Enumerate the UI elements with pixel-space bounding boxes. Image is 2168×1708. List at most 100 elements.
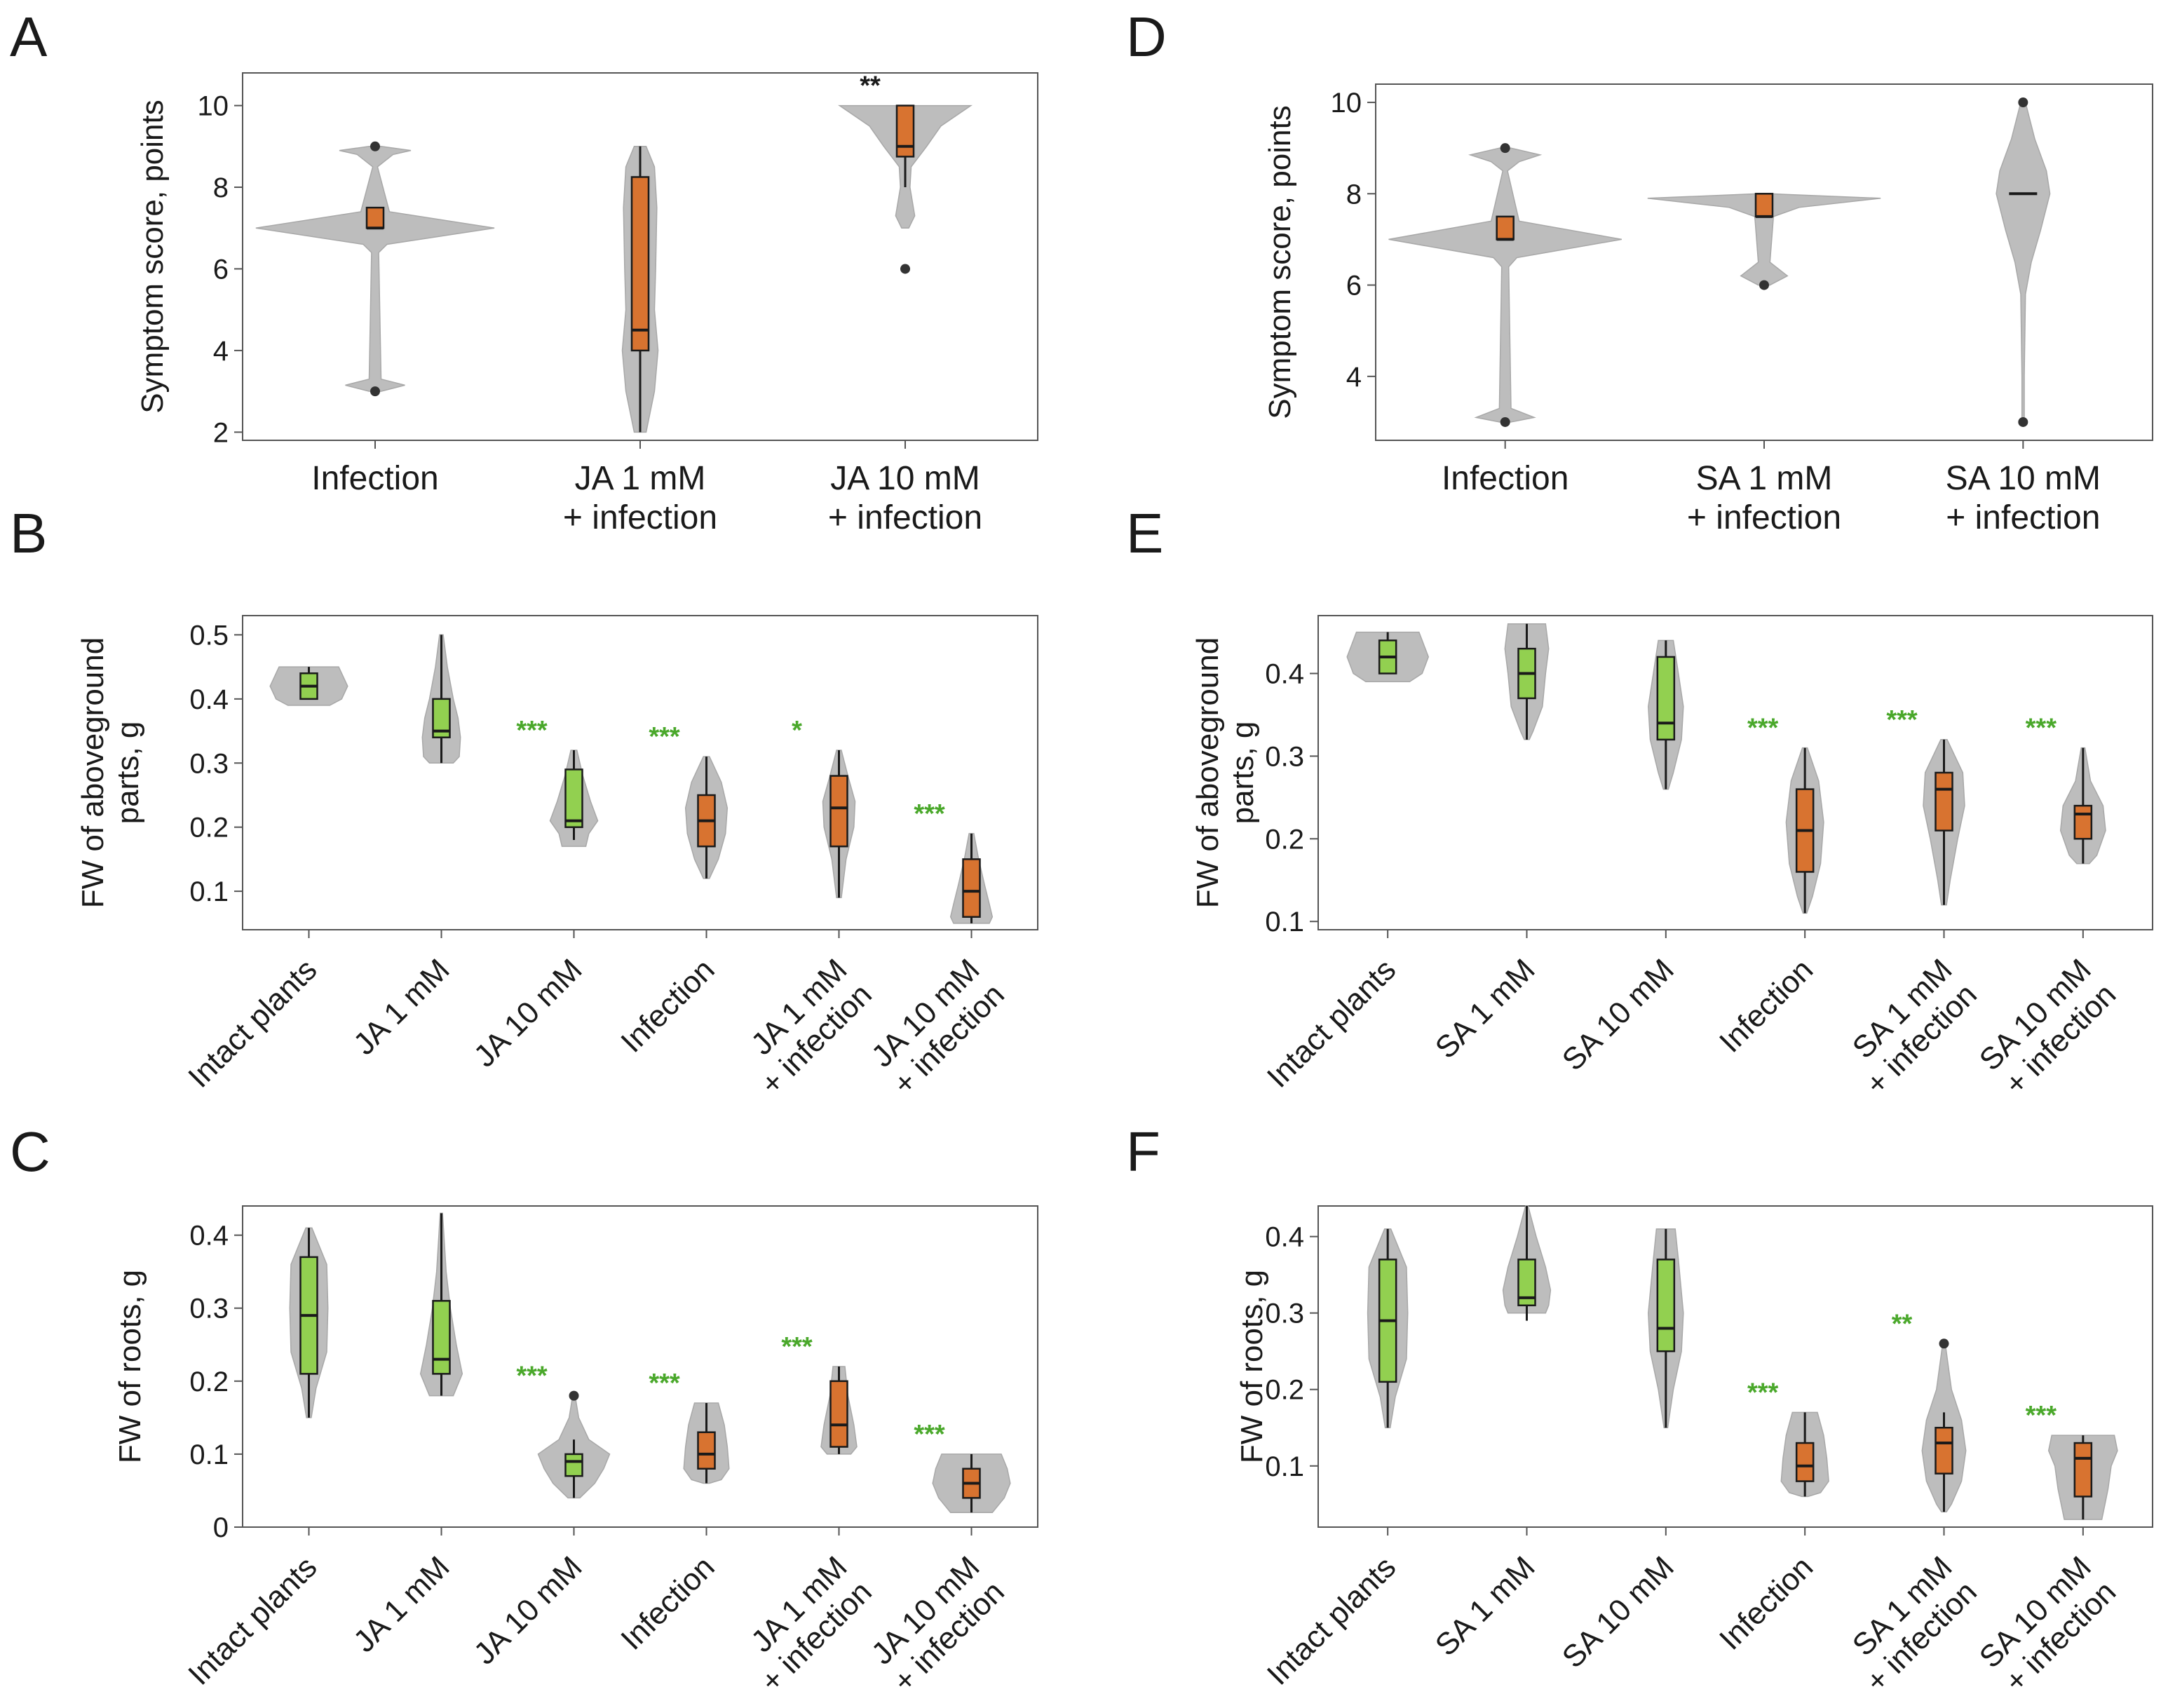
- y-tick-label: 0.1: [1265, 1451, 1304, 1482]
- significance-marker: ***: [649, 722, 680, 752]
- y-tick-label: 0.3: [189, 748, 229, 779]
- category-4: **SA 1 mM+ infection: [1846, 1309, 1984, 1699]
- y-axis-title: FW of roots, g: [113, 1270, 147, 1463]
- violin-shape: [255, 146, 495, 392]
- outlier-point: [900, 264, 910, 274]
- category-1: SA 1 mM: [1429, 623, 1550, 1065]
- y-axis-title: parts, g: [1226, 721, 1260, 825]
- y-axis-title: Symptom score, points: [1263, 105, 1297, 419]
- category-2: *** JA 10 mM: [468, 716, 599, 1073]
- category-2: ** JA 10 mM+ infection: [828, 72, 982, 536]
- category-3: *** Infection: [1713, 714, 1824, 1059]
- significance-marker: ***: [914, 799, 945, 829]
- panel-c: C 0 0.1 0.2 0.3 0.4 FW of roots, g Intact plant…: [10, 1120, 1038, 1699]
- significance-marker: ***: [2026, 1401, 2057, 1430]
- outlier-point: [1939, 1338, 1949, 1349]
- plot-frame: [242, 615, 1038, 930]
- outlier-point: [2018, 97, 2028, 108]
- plot-frame: [242, 1205, 1038, 1528]
- y-tick-label: 6: [1346, 271, 1362, 301]
- category-2: SA 10 mM: [1556, 1228, 1684, 1675]
- outlier-point: [2018, 416, 2028, 427]
- y-tick-label: 4: [1346, 362, 1362, 393]
- iqr-box: [2073, 804, 2093, 840]
- category-label: SA 1 mM: [1429, 1550, 1542, 1662]
- significance-marker: ***: [914, 1420, 945, 1449]
- category-0: Infection: [255, 141, 495, 497]
- y-tick-label: 0.4: [1265, 1222, 1304, 1253]
- category-label: JA 1 mM: [347, 952, 456, 1062]
- category-label: JA 10 mM: [468, 1550, 589, 1671]
- y-tick-label: 0.5: [189, 620, 229, 651]
- category-label: Intact plants: [182, 1550, 323, 1691]
- category-1: JA 1 mM: [347, 634, 461, 1062]
- significance-marker: ***: [516, 1362, 548, 1391]
- panel-f: F 0.1 0.2 0.3 0.4 FW of roots, g Intact plants…: [1126, 1120, 2153, 1699]
- panel-b: B 0.1 0.2 0.3 0.4 0.5 FW of aboveground parts, …: [10, 502, 1038, 1102]
- category-label: Intact plants: [1261, 952, 1402, 1094]
- category-label: JA 10 mM: [830, 460, 980, 497]
- iqr-box: [962, 858, 981, 918]
- category-label: Infection: [1442, 460, 1569, 497]
- category-label: Infection: [614, 1550, 721, 1656]
- violin-shape: [1647, 193, 1881, 286]
- significance-marker: ***: [516, 716, 548, 745]
- y-tick-label: 0.2: [189, 813, 229, 843]
- iqr-box: [1935, 1426, 1953, 1475]
- outlier-point: [370, 386, 380, 397]
- category-0: Infection: [1388, 143, 1622, 497]
- category-5: ***JA 10 mM+ infection: [865, 799, 1011, 1102]
- y-axis-title: FW of aboveground: [76, 637, 110, 908]
- y-tick-label: 0.4: [189, 1221, 229, 1252]
- significance-marker: **: [1892, 1309, 1913, 1338]
- y-tick-label: 0.3: [1265, 1299, 1304, 1329]
- y-tick-label: 0.1: [189, 1439, 229, 1470]
- category-label: SA 10 mM: [1556, 952, 1681, 1077]
- y-tick-label: 0: [213, 1512, 229, 1543]
- y-tick-label: 0.1: [189, 876, 229, 907]
- iqr-box: [895, 104, 915, 158]
- category-4: ***JA 1 mM+ infection: [745, 1332, 879, 1699]
- panel-d: D 4 6 8 10 Symptom score, points Infection SA 1…: [1126, 6, 2153, 536]
- category-label: + infection: [563, 499, 717, 536]
- y-axis-title: FW of roots, g: [1235, 1270, 1269, 1463]
- panel-letter: C: [10, 1120, 50, 1183]
- category-1: JA 1 mM+ infection: [563, 146, 717, 536]
- panel-e: E 0.1 0.2 0.3 0.4 FW of aboveground parts, g In…: [1126, 502, 2153, 1102]
- y-tick-label: 2: [213, 417, 229, 448]
- iqr-box: [564, 768, 583, 828]
- y-tick-label: 0.1: [1265, 907, 1304, 937]
- y-axis-title: FW of aboveground: [1191, 637, 1225, 908]
- y-axis-title: parts, g: [111, 721, 145, 825]
- iqr-box: [432, 1300, 451, 1375]
- iqr-box: [564, 1453, 583, 1477]
- outlier-point: [1500, 143, 1510, 154]
- category-label: + infection: [1946, 499, 2100, 536]
- iqr-box: [1754, 193, 1774, 218]
- y-tick-label: 4: [213, 336, 229, 367]
- significance-marker: ***: [1886, 705, 1918, 735]
- y-tick-label: 0.4: [1265, 659, 1304, 690]
- panel-letter: F: [1126, 1120, 1160, 1183]
- plot-frame: [1317, 615, 2153, 930]
- category-label: Intact plants: [1261, 1550, 1402, 1691]
- category-label: + infection: [828, 499, 982, 536]
- category-2: SA 10 mM: [1556, 639, 1684, 1078]
- panel-letter: E: [1126, 502, 1163, 564]
- category-2: *** JA 10 mM: [468, 1362, 611, 1671]
- category-label: Intact plants: [182, 952, 323, 1094]
- y-tick-label: 0.2: [189, 1367, 229, 1397]
- plot-frame: [1317, 1205, 2153, 1528]
- category-label: Infection: [614, 952, 721, 1059]
- y-tick-label: 10: [1331, 88, 1362, 118]
- category-1: SA 1 mM+ infection: [1647, 193, 1881, 536]
- significance-marker: ***: [1747, 714, 1779, 743]
- outlier-point: [370, 141, 380, 151]
- y-tick-label: 0.2: [1265, 1375, 1304, 1406]
- category-label: SA 1 mM: [1429, 952, 1542, 1065]
- category-3: *** Infection: [614, 1369, 730, 1657]
- category-4: *JA 1 mM+ infection: [745, 716, 879, 1102]
- category-5: ***SA 10 mM+ infection: [1973, 1401, 2123, 1699]
- category-label: JA 10 mM: [468, 952, 589, 1073]
- significance-marker: ***: [649, 1369, 680, 1398]
